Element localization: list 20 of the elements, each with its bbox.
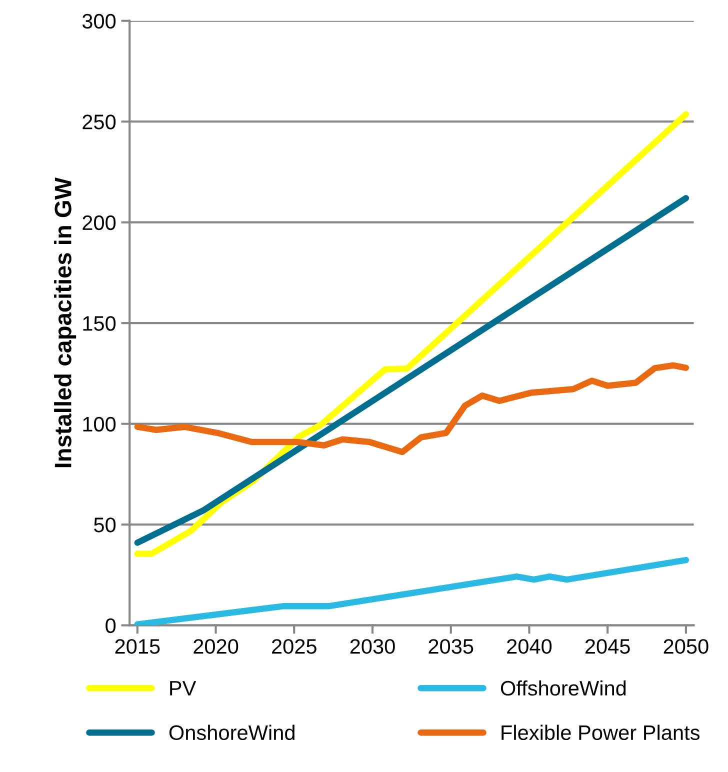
x-tick-label: 2020 bbox=[194, 639, 238, 654]
x-tick-label: 2015 bbox=[115, 639, 160, 654]
x-tick-label: 2030 bbox=[350, 639, 395, 654]
x-tick-label: 2025 bbox=[272, 639, 316, 654]
legend-label: OnshoreWind bbox=[169, 724, 294, 740]
legend-label: Flexible Power Plants bbox=[502, 724, 700, 740]
x-tick-label: 2040 bbox=[507, 639, 552, 654]
y-tick-label: 100 bbox=[83, 416, 116, 432]
x-tick-label: 2050 bbox=[664, 639, 708, 654]
y-tick-label: 150 bbox=[83, 316, 116, 331]
legend-label: OffshoreWind bbox=[500, 680, 626, 696]
y-tick-label: 0 bbox=[106, 618, 116, 634]
y-axis-title: Installed capacities in GW bbox=[54, 177, 76, 468]
y-tick-label: 300 bbox=[82, 14, 116, 29]
legend-label: PV bbox=[170, 681, 196, 696]
x-tick-label: 2045 bbox=[585, 639, 630, 654]
y-tick-label: 50 bbox=[94, 518, 116, 532]
x-tick-label: 2035 bbox=[428, 639, 474, 654]
y-tick-label: 200 bbox=[82, 215, 116, 230]
y-tick-label: 250 bbox=[82, 114, 116, 130]
